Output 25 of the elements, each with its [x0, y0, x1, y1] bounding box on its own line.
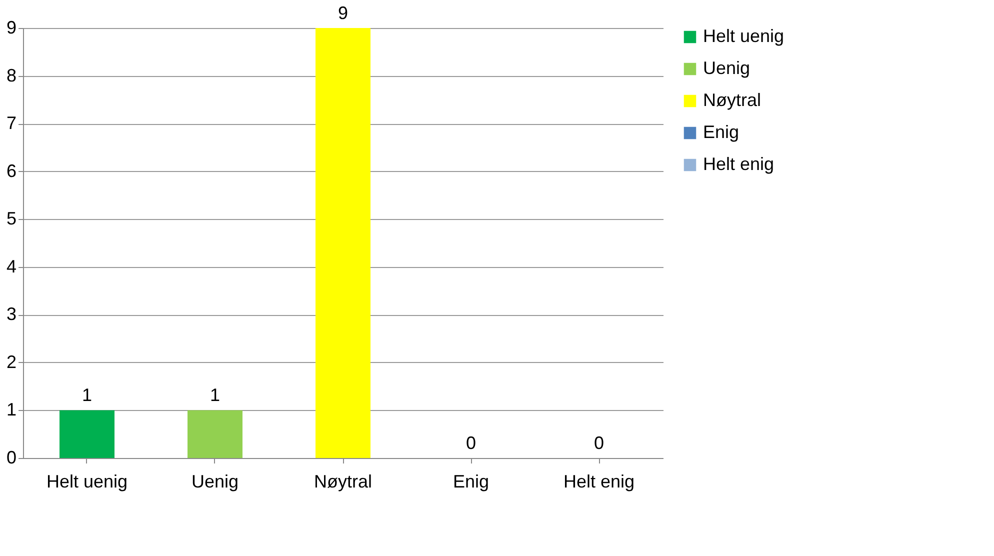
- data-label: 1: [210, 385, 220, 406]
- y-tick-label: 4: [6, 256, 16, 276]
- legend-label: Nøytral: [703, 90, 761, 110]
- y-tick-label: 6: [6, 160, 16, 181]
- y-tick-label: 7: [6, 113, 16, 134]
- y-tick-label: 1: [6, 400, 16, 420]
- x-tick-label: Uenig: [191, 472, 239, 492]
- y-tick-label: 8: [6, 65, 16, 86]
- x-tick-label: Helt enig: [563, 472, 635, 492]
- legend-label: Helt enig: [703, 154, 774, 174]
- x-tick-label: Nøytral: [314, 472, 372, 492]
- y-tick-label: 5: [6, 208, 16, 229]
- y-tick-label: 3: [6, 304, 16, 324]
- y-tick-label: 9: [6, 18, 16, 38]
- data-label: 0: [466, 433, 476, 453]
- data-label: 9: [338, 3, 348, 23]
- y-tick-label: 2: [6, 352, 16, 372]
- data-label: 0: [594, 433, 604, 453]
- legend-label: Enig: [703, 122, 740, 142]
- legend-label: Uenig: [703, 58, 750, 78]
- y-tick-label: 0: [6, 448, 16, 468]
- x-tick-label: Enig: [452, 472, 490, 492]
- legend-label: Helt uenig: [703, 26, 784, 46]
- x-tick-label: Helt uenig: [46, 472, 128, 492]
- data-label: 1: [82, 385, 92, 406]
